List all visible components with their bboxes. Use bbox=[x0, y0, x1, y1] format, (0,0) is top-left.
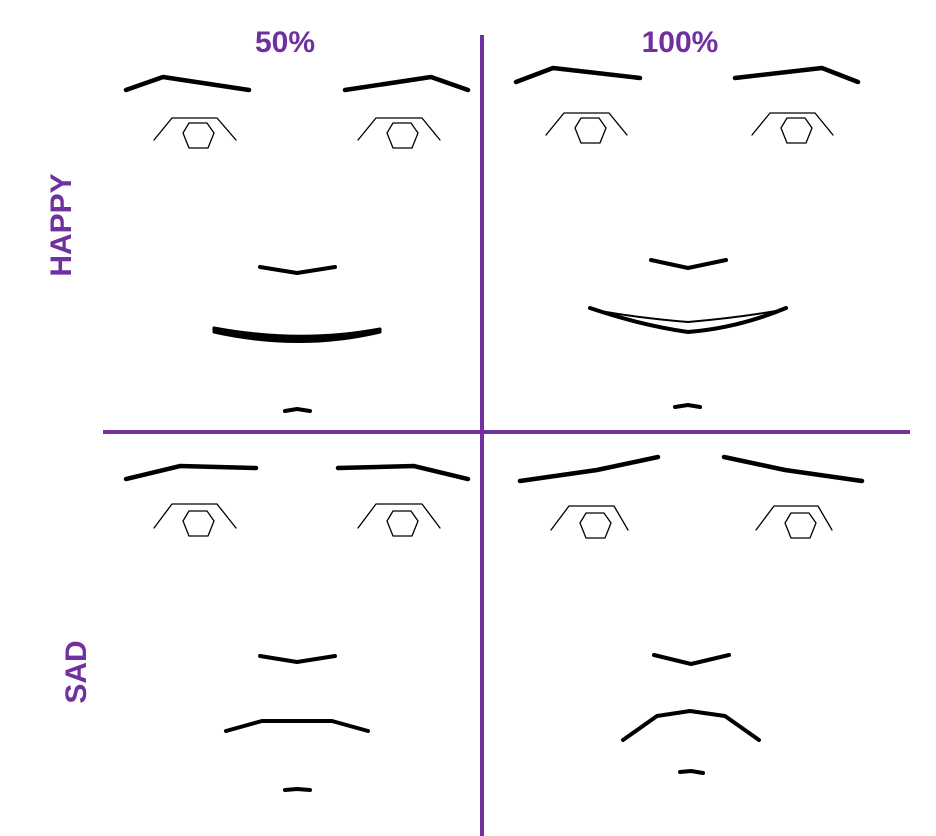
right-eyebrow bbox=[342, 74, 471, 93]
right-eyebrow bbox=[732, 65, 861, 85]
chin bbox=[673, 403, 702, 409]
face-happy-100 bbox=[513, 65, 861, 409]
right-eye bbox=[755, 505, 833, 539]
row-label-happy: HAPPY bbox=[45, 173, 78, 276]
face-happy-50 bbox=[123, 74, 471, 413]
face-sad-100 bbox=[517, 454, 865, 775]
column-label-100: 100% bbox=[642, 26, 719, 59]
left-eye bbox=[153, 503, 237, 537]
mouth bbox=[212, 326, 382, 343]
nose bbox=[652, 653, 731, 666]
left-eyebrow bbox=[123, 74, 252, 93]
left-eye bbox=[550, 505, 629, 539]
left-eye bbox=[545, 112, 628, 144]
left-eye bbox=[153, 117, 237, 149]
nose bbox=[258, 654, 337, 664]
left-eyebrow bbox=[513, 65, 643, 85]
mouth bbox=[224, 719, 370, 733]
chin bbox=[283, 787, 312, 792]
nose bbox=[649, 258, 728, 270]
right-eye bbox=[751, 112, 834, 144]
column-label-50: 50% bbox=[255, 26, 315, 59]
left-eyebrow bbox=[517, 454, 661, 484]
face-sad-50 bbox=[123, 463, 471, 792]
right-eye bbox=[357, 503, 441, 537]
right-eyebrow bbox=[335, 463, 471, 482]
right-eyebrow bbox=[721, 454, 865, 484]
right-eye bbox=[357, 117, 441, 149]
chin bbox=[678, 769, 705, 775]
row-label-sad: SAD bbox=[60, 640, 93, 703]
nose bbox=[258, 265, 337, 275]
mouth bbox=[588, 306, 788, 334]
left-eyebrow bbox=[123, 463, 259, 482]
mouth bbox=[621, 709, 761, 742]
chin bbox=[283, 407, 312, 413]
